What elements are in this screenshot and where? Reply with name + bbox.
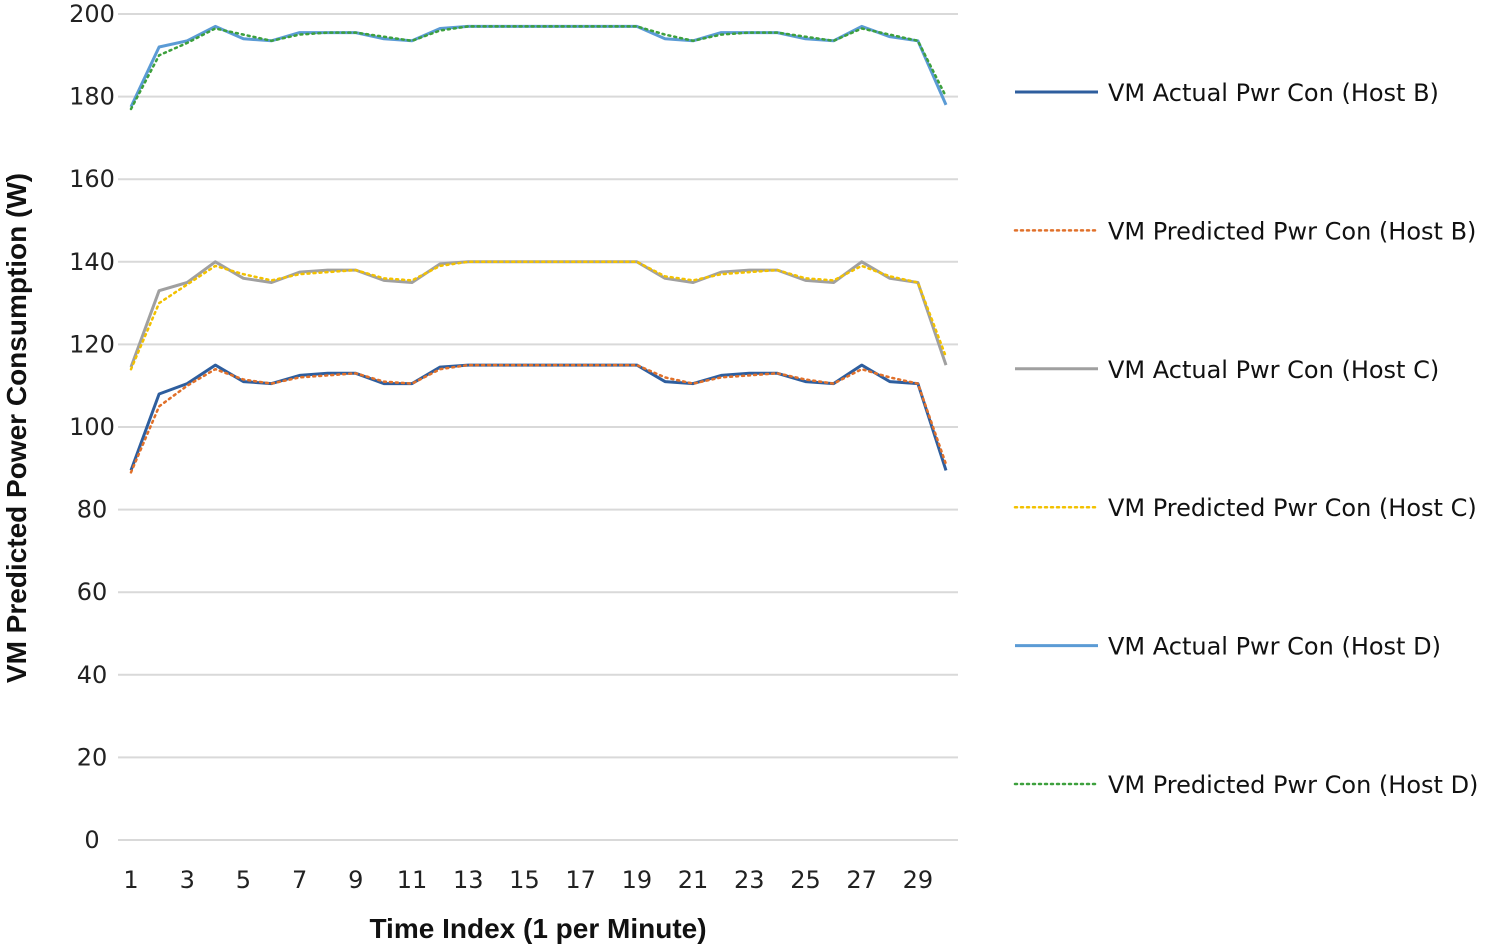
y-tick-label: 0 xyxy=(84,826,99,854)
series-line-6 xyxy=(129,25,948,111)
y-tick-label: 200 xyxy=(69,0,115,28)
y-tick-label: 80 xyxy=(77,496,108,524)
legend-label: VM Predicted Pwr Con (Host D) xyxy=(1108,771,1478,799)
x-tick-label: 5 xyxy=(236,866,251,894)
legend-label: VM Predicted Pwr Con (Host C) xyxy=(1108,494,1477,522)
x-tick-label: 23 xyxy=(734,866,765,894)
x-tick-label: 29 xyxy=(903,866,934,894)
y-tick-label: 180 xyxy=(69,83,115,111)
x-tick-label: 9 xyxy=(348,866,363,894)
legend: VM Actual Pwr Con (Host B) VM Predicted P… xyxy=(1013,79,1478,799)
x-tick-label: 13 xyxy=(453,866,484,894)
y-tick-label: 160 xyxy=(69,165,115,193)
x-tick-label: 15 xyxy=(509,866,540,894)
x-axis-ticks: 1 3 5 7 9 11 13 15 17 19 21 23 25 27 29 xyxy=(123,866,933,894)
legend-label: VM Actual Pwr Con (Host B) xyxy=(1108,79,1439,107)
y-tick-label: 120 xyxy=(69,330,115,358)
x-tick-label: 3 xyxy=(180,866,195,894)
y-axis-title: VM Predicted Power Consumption (W) xyxy=(1,173,32,683)
y-axis-ticks: 0 20 40 60 80 100 120 140 160 180 200 xyxy=(69,0,115,854)
y-tick-label: 20 xyxy=(77,743,108,771)
legend-label: VM Actual Pwr Con (Host D) xyxy=(1108,633,1441,661)
y-tick-label: 140 xyxy=(69,248,115,276)
x-tick-label: 11 xyxy=(397,866,428,894)
y-tick-label: 100 xyxy=(69,413,115,441)
legend-label: VM Predicted Pwr Con (Host B) xyxy=(1108,217,1476,245)
series-lines xyxy=(129,24,948,474)
x-tick-label: 1 xyxy=(123,866,138,894)
y-tick-label: 40 xyxy=(77,661,108,689)
gridlines xyxy=(118,13,958,841)
x-axis-title: Time Index (1 per Minute) xyxy=(369,913,706,944)
y-tick-label: 60 xyxy=(77,578,108,606)
x-tick-label: 21 xyxy=(678,866,709,894)
series-line-4 xyxy=(129,260,948,371)
x-tick-label: 19 xyxy=(622,866,653,894)
legend-label: VM Actual Pwr Con (Host C) xyxy=(1108,356,1439,384)
x-tick-label: 27 xyxy=(846,866,877,894)
x-tick-label: 25 xyxy=(790,866,821,894)
x-tick-label: 7 xyxy=(292,866,307,894)
x-tick-label: 17 xyxy=(565,866,596,894)
series-line-3 xyxy=(129,260,948,368)
series-line-2 xyxy=(129,363,948,474)
